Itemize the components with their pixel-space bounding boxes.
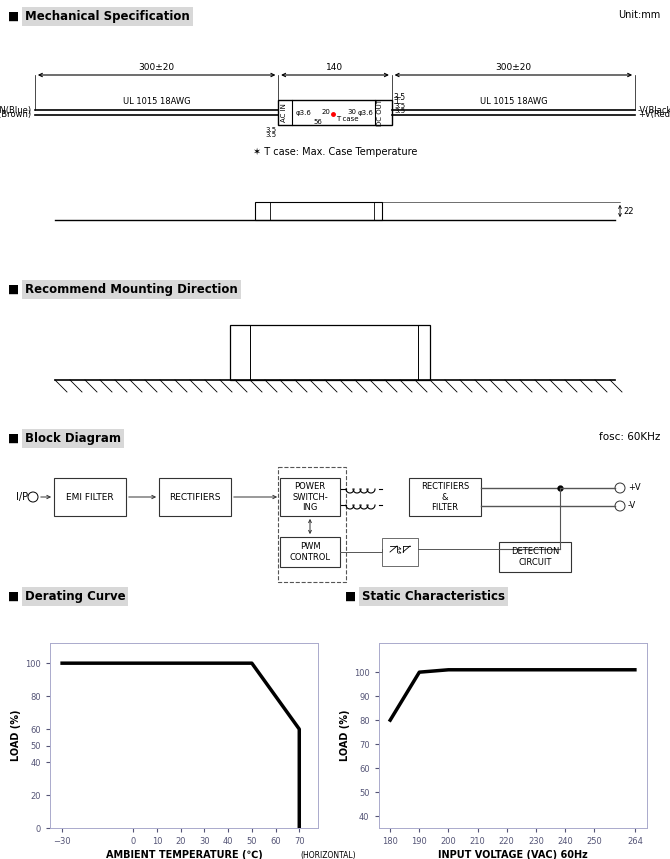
Bar: [255, 202, 382, 220]
Text: 30: 30: [348, 109, 356, 115]
Text: AC/L(Brown): AC/L(Brown): [0, 111, 32, 119]
Text: 300±20: 300±20: [495, 63, 531, 72]
Text: 20: 20: [322, 109, 330, 115]
Text: -V(Black): -V(Black): [638, 106, 670, 114]
Text: DC OUT: DC OUT: [377, 99, 383, 126]
Text: RECTIFIERS
&
FILTER: RECTIFIERS & FILTER: [421, 482, 469, 512]
Text: ■: ■: [8, 432, 19, 445]
Bar: [280, 478, 340, 516]
Text: Mechanical Specification: Mechanical Specification: [25, 10, 190, 23]
Text: 3.5: 3.5: [395, 108, 406, 114]
X-axis label: AMBIENT TEMPERATURE (℃): AMBIENT TEMPERATURE (℃): [106, 850, 263, 859]
Text: 3.5: 3.5: [395, 103, 406, 109]
Text: Unit:mm: Unit:mm: [618, 10, 660, 20]
Text: ■: ■: [345, 590, 356, 603]
Text: ✶ T case: Max. Case Temperature: ✶ T case: Max. Case Temperature: [253, 147, 417, 157]
Bar: [280, 537, 340, 567]
Bar: [382, 538, 418, 566]
Text: AC IN: AC IN: [281, 103, 287, 122]
Y-axis label: LOAD (%): LOAD (%): [11, 710, 21, 761]
Text: ■: ■: [8, 10, 19, 23]
Text: 3.5: 3.5: [394, 94, 406, 102]
Bar: [278, 100, 392, 125]
Text: φ3.6: φ3.6: [358, 109, 374, 115]
Bar: [499, 542, 571, 572]
Bar: [159, 478, 231, 516]
Text: T case: T case: [336, 116, 358, 122]
Text: 3.5: 3.5: [265, 127, 276, 133]
Text: UL 1015 18AWG: UL 1015 18AWG: [123, 97, 190, 106]
Text: EMI FILTER: EMI FILTER: [66, 492, 114, 502]
Text: -V: -V: [628, 502, 636, 510]
Text: ■: ■: [8, 590, 19, 603]
Bar: [409, 478, 481, 516]
Text: AC/N(Blue): AC/N(Blue): [0, 106, 32, 114]
Text: (HORIZONTAL): (HORIZONTAL): [300, 851, 356, 859]
Text: ■: ■: [8, 283, 19, 296]
Text: Static Characteristics: Static Characteristics: [362, 590, 505, 603]
Text: 3.5: 3.5: [265, 132, 276, 138]
Text: RECTIFIERS: RECTIFIERS: [170, 492, 220, 502]
Bar: [230, 325, 430, 380]
Text: I/P: I/P: [16, 492, 28, 502]
Text: 22: 22: [623, 206, 634, 216]
Text: Recommend Mounting Direction: Recommend Mounting Direction: [25, 283, 238, 296]
Text: fosc: 60KHz: fosc: 60KHz: [598, 432, 660, 442]
Text: POWER
SWITCH-
ING: POWER SWITCH- ING: [292, 482, 328, 512]
Bar: [54, 478, 126, 516]
Text: 56: 56: [314, 119, 322, 125]
Text: φ3.6: φ3.6: [295, 109, 311, 115]
Text: 300±20: 300±20: [139, 63, 175, 72]
Bar: [278, 467, 346, 582]
Text: +V: +V: [628, 484, 641, 492]
Text: Block Diagram: Block Diagram: [25, 432, 121, 445]
Y-axis label: LOAD (%): LOAD (%): [340, 710, 350, 761]
Text: +V(Red): +V(Red): [638, 111, 670, 119]
Text: UL 1015 18AWG: UL 1015 18AWG: [480, 97, 547, 106]
Text: PWM
CONTROL: PWM CONTROL: [289, 542, 330, 562]
Text: 140: 140: [326, 63, 344, 72]
Text: Derating Curve: Derating Curve: [25, 590, 126, 603]
Text: DETECTION
CIRCUIT: DETECTION CIRCUIT: [511, 547, 559, 567]
X-axis label: INPUT VOLTAGE (VAC) 60Hz: INPUT VOLTAGE (VAC) 60Hz: [438, 850, 588, 859]
